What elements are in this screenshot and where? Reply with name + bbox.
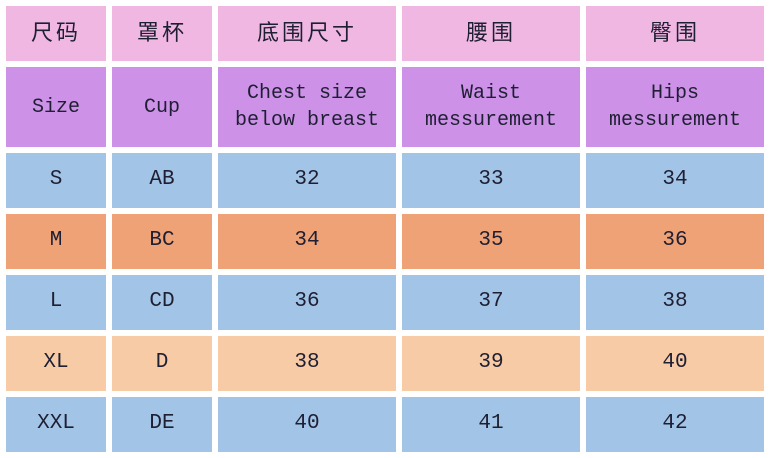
table-row-xxl: XXL DE 40 41 42 <box>6 397 764 452</box>
cell-cup: CD <box>112 275 212 330</box>
header-en-hips: Hips messurement <box>586 67 764 147</box>
cell-waist: 35 <box>402 214 580 269</box>
header-cn-waist: 腰围 <box>402 6 580 61</box>
header-row-chinese: 尺码 罩杯 底围尺寸 腰围 臀围 <box>6 6 764 61</box>
cell-cup: D <box>112 336 212 391</box>
table-row-l: L CD 36 37 38 <box>6 275 764 330</box>
table-row-xl: XL D 38 39 40 <box>6 336 764 391</box>
cell-chest: 36 <box>218 275 396 330</box>
cell-cup: AB <box>112 153 212 208</box>
table-row-m: M BC 34 35 36 <box>6 214 764 269</box>
cell-hips: 42 <box>586 397 764 452</box>
cell-hips: 36 <box>586 214 764 269</box>
header-row-english: Size Cup Chest size below breast Waist m… <box>6 67 764 147</box>
table-row-s: S AB 32 33 34 <box>6 153 764 208</box>
cell-size: XXL <box>6 397 106 452</box>
header-en-chest: Chest size below breast <box>218 67 396 147</box>
cell-waist: 37 <box>402 275 580 330</box>
cell-waist: 33 <box>402 153 580 208</box>
cell-hips: 34 <box>586 153 764 208</box>
cell-chest: 38 <box>218 336 396 391</box>
header-cn-cup: 罩杯 <box>112 6 212 61</box>
cell-chest: 32 <box>218 153 396 208</box>
cell-size: M <box>6 214 106 269</box>
cell-chest: 40 <box>218 397 396 452</box>
cell-cup: BC <box>112 214 212 269</box>
cell-size: XL <box>6 336 106 391</box>
header-cn-hips: 臀围 <box>586 6 764 61</box>
cell-cup: DE <box>112 397 212 452</box>
cell-hips: 40 <box>586 336 764 391</box>
header-en-cup: Cup <box>112 67 212 147</box>
cell-hips: 38 <box>586 275 764 330</box>
header-cn-size: 尺码 <box>6 6 106 61</box>
cell-size: L <box>6 275 106 330</box>
cell-waist: 39 <box>402 336 580 391</box>
header-en-size: Size <box>6 67 106 147</box>
cell-waist: 41 <box>402 397 580 452</box>
cell-chest: 34 <box>218 214 396 269</box>
header-cn-chest: 底围尺寸 <box>218 6 396 61</box>
header-en-waist: Waist messurement <box>402 67 580 147</box>
cell-size: S <box>6 153 106 208</box>
